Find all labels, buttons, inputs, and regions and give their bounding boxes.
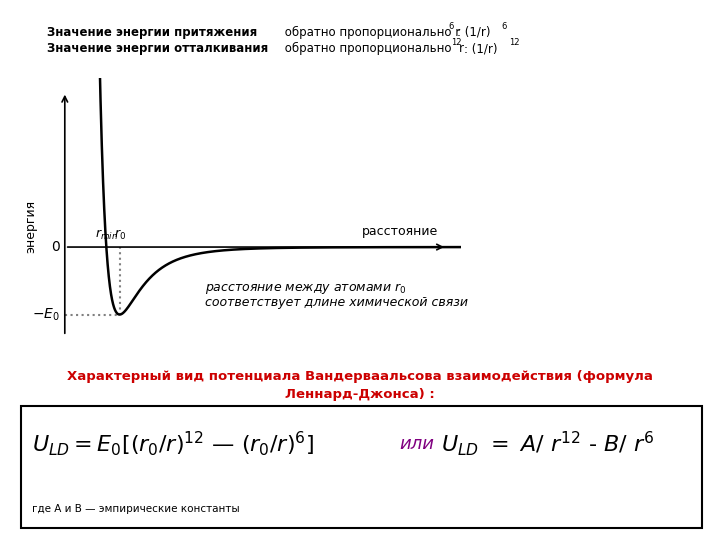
FancyBboxPatch shape [22,406,702,528]
Text: $U_{LD} = E_0[(r_0/r)^{12}\ —\ (r_0/r)^6]$: $U_{LD} = E_0[(r_0/r)^{12}\ —\ (r_0/r)^6… [32,430,314,458]
Text: 12: 12 [509,38,520,48]
Text: 6: 6 [449,22,454,31]
Text: расстояние между атомами $r_0$: расстояние между атомами $r_0$ [205,281,407,296]
Text: обратно пропорционально  r: обратно пропорционально r [281,42,464,55]
Text: 12: 12 [451,38,462,48]
Text: Леннард-Джонса) :: Леннард-Джонса) : [285,388,435,401]
Text: расстояние: расстояние [361,225,438,238]
Text: или: или [400,435,435,453]
Text: Значение энергии отталкивания: Значение энергии отталкивания [47,42,268,55]
Text: обратно пропорционально r: обратно пропорционально r [281,26,460,39]
Text: $r_0$: $r_0$ [114,227,126,242]
Text: энергия: энергия [24,200,37,253]
Text: $-E_0$: $-E_0$ [32,306,60,323]
Text: : (1/r): : (1/r) [457,26,491,39]
Text: Значение энергии притяжения: Значение энергии притяжения [47,26,257,39]
Text: $U_{LD}\ =\ A/\ r^{12}\ \text{-}\ B/\ r^6$: $U_{LD}\ =\ A/\ r^{12}\ \text{-}\ B/\ r^… [441,430,654,458]
Text: соответствует длине химической связи: соответствует длине химической связи [205,296,468,309]
Text: $r_{min}$: $r_{min}$ [95,227,118,242]
Text: 0: 0 [51,240,60,254]
Text: Характерный вид потенциала Вандерваальсова взаимодействия (формула: Характерный вид потенциала Вандерваальсо… [67,370,653,383]
Text: где A и B — эмпирические константы: где A и B — эмпирические константы [32,504,239,514]
Text: : (1/r): : (1/r) [464,42,498,55]
Text: 6: 6 [502,22,507,31]
